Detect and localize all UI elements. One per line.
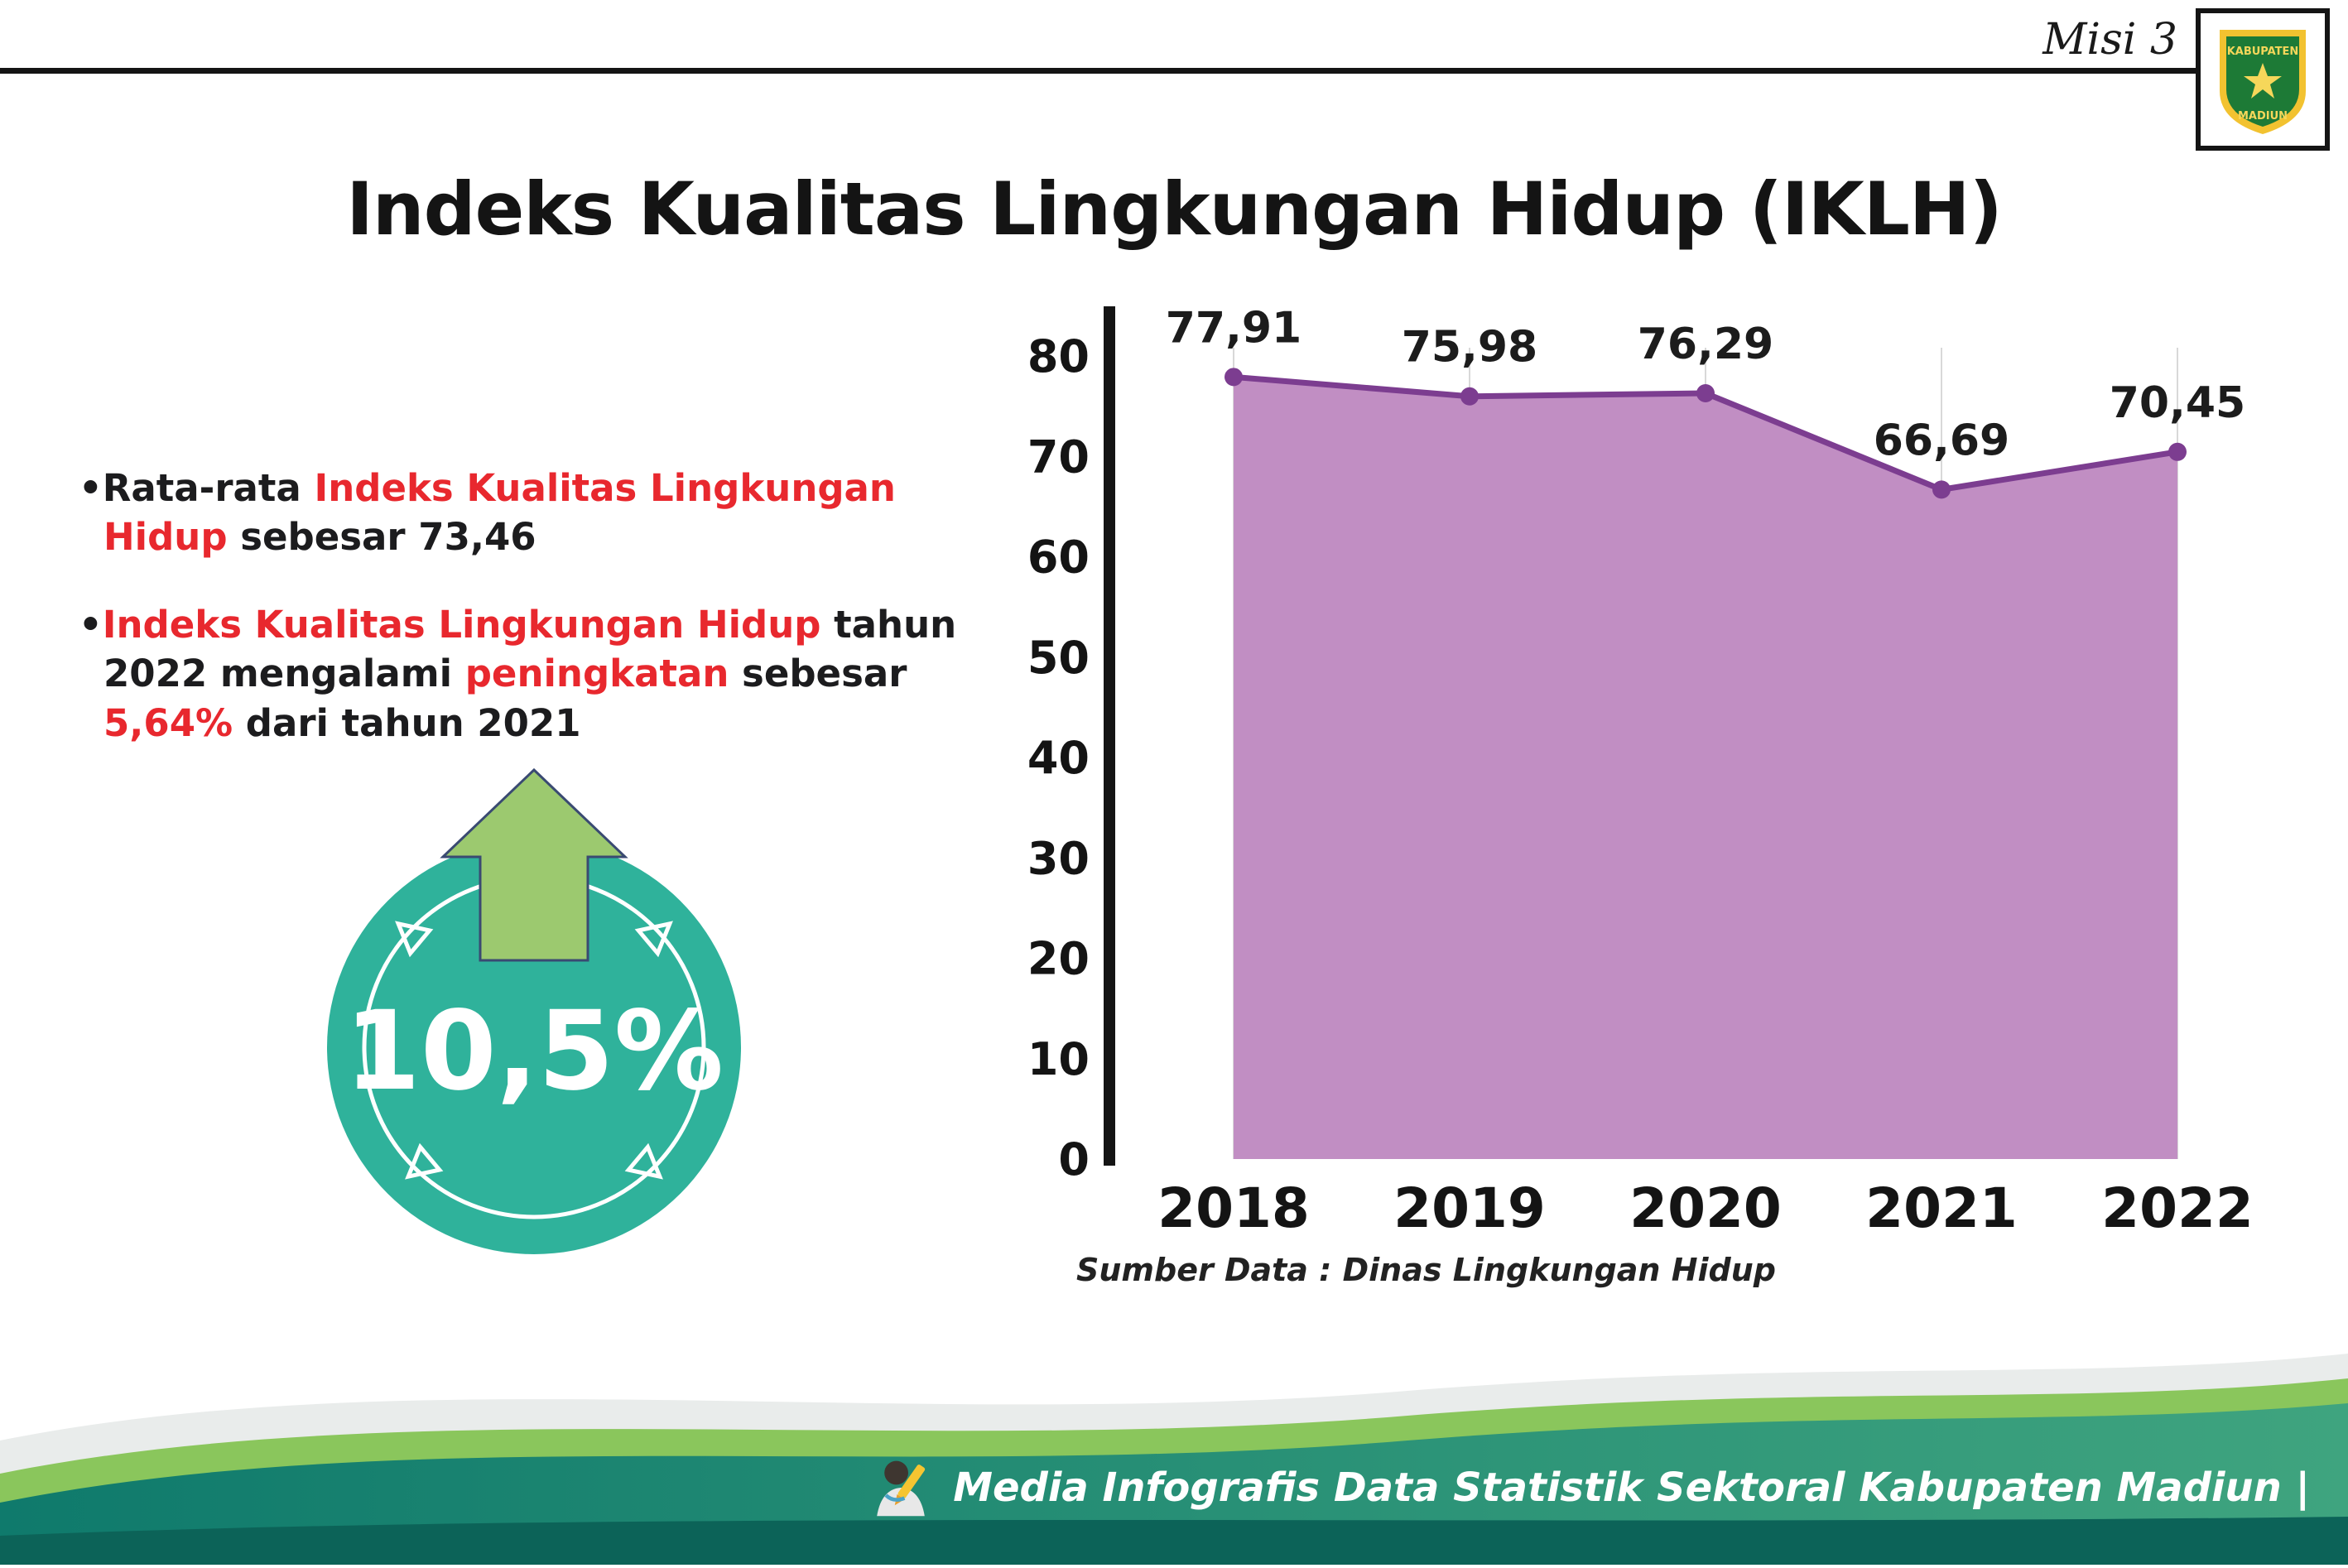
- bullet-text-segment: Indeks Kualitas Lingkungan Hidup: [102, 602, 821, 647]
- chart-y-axis: [1104, 306, 1115, 1166]
- data-point: [1225, 368, 1243, 387]
- crest-top-text: KABUPATEN: [2227, 46, 2299, 58]
- value-label: 76,29: [1638, 320, 1773, 369]
- kabupaten-madiun-crest: KABUPATEN MADIUN: [2220, 30, 2306, 134]
- bullet-text-segment: Indeks Kualitas Lingkungan Hidup: [103, 466, 896, 560]
- iklh-chart-container: 0 10 20 30 40 50 60 70 80 77,91 75,98 76,29 66,69 70…: [1027, 273, 2269, 1308]
- area-fill: [1234, 377, 2177, 1159]
- badge-triangle-icon: [624, 1142, 663, 1180]
- y-tick-label: 10: [1027, 1033, 1090, 1085]
- mascot-icon: [877, 1460, 926, 1517]
- y-tick-label: 30: [1027, 832, 1090, 884]
- x-tick-label: 2022: [2101, 1176, 2254, 1240]
- y-tick-label: 80: [1027, 330, 1090, 382]
- chart-points: [1225, 368, 2187, 499]
- badge-triangle-icon: [634, 921, 673, 958]
- chart-value-labels: 77,91 75,98 76,29 66,69 70,45: [1166, 303, 2245, 465]
- crest-bottom-text: MADIUN: [2238, 110, 2288, 123]
- bullet-text-segment: sebesar 73,46: [227, 515, 536, 560]
- x-tick-label: 2019: [1393, 1176, 1546, 1240]
- bullet-item: •Indeks Kualitas Lingkungan Hidup tahun …: [79, 600, 977, 748]
- footer-wave-dark: [0, 1517, 2348, 1565]
- misi-label: Misi 3: [2042, 15, 2177, 65]
- y-tick-label: 60: [1027, 531, 1090, 584]
- bullet-text-segment: tahun 2022 mengalami: [103, 602, 957, 696]
- value-label: 75,98: [1402, 323, 1537, 373]
- bullet-marker: •: [79, 466, 103, 510]
- crest-star-icon: [2244, 63, 2282, 99]
- bullet-text-segment: sebesar: [729, 652, 907, 696]
- bullet-text-segment: 5,64%: [103, 700, 233, 745]
- kabupaten-madiun-logo: KABUPATEN MADIUN: [2196, 8, 2330, 151]
- footer-waves: [0, 1354, 2348, 1565]
- footer-caption: Media Infografis Data Statistik Sektoral…: [864, 1450, 2310, 1525]
- bullet-item: •Rata-rata Indeks Kualitas Lingkungan Hi…: [79, 464, 977, 562]
- data-point: [2168, 442, 2187, 461]
- y-tick-label: 0: [1058, 1133, 1090, 1186]
- badge-circle: [327, 840, 741, 1254]
- footer-caption-text: Media Infografis Data Statistik Sektoral…: [953, 1465, 2310, 1511]
- badge-triangle-icon: [395, 921, 434, 958]
- data-point: [1460, 387, 1479, 406]
- footer: [0, 1333, 2348, 1565]
- badge-triangle-icon: [405, 1142, 444, 1180]
- source-note: Sumber Data : Dinas Lingkungan Hidup: [1076, 1252, 1776, 1288]
- header-rule: [0, 68, 2196, 74]
- chart-x-labels: 2018 2019 2020 2021 2022: [1157, 1176, 2254, 1240]
- value-label: 70,45: [2110, 378, 2245, 428]
- badge-value: 10,5%: [344, 988, 724, 1115]
- iklh-chart: 0 10 20 30 40 50 60 70 80 77,91 75,98 76,29 66,69 70…: [1027, 303, 2254, 1240]
- data-point: [1696, 383, 1715, 402]
- bullet-text-segment: dari tahun 2021: [233, 700, 581, 745]
- y-tick-label: 50: [1027, 632, 1090, 684]
- value-label: 77,91: [1166, 303, 1302, 353]
- x-tick-label: 2020: [1629, 1176, 1782, 1240]
- chart-yticks: 0 10 20 30 40 50 60 70 80: [1027, 330, 1090, 1186]
- chart-area: [1234, 377, 2177, 1159]
- x-tick-label: 2018: [1157, 1176, 1310, 1240]
- data-point: [1932, 480, 1951, 499]
- page-title: Indeks Kualitas Lingkungan Hidup (IKLH): [346, 166, 2003, 252]
- bullet-list: •Rata-rata Indeks Kualitas Lingkungan Hi…: [79, 464, 977, 786]
- y-tick-label: 70: [1027, 430, 1090, 483]
- x-tick-label: 2021: [1865, 1176, 2018, 1240]
- value-label: 66,69: [1874, 416, 2009, 465]
- bullet-text-segment: peningkatan: [464, 652, 729, 696]
- y-tick-label: 20: [1027, 933, 1090, 985]
- increase-badge: 10,5%: [315, 758, 753, 1271]
- bullet-marker: •: [79, 602, 103, 647]
- up-arrow-icon: [440, 767, 628, 962]
- bullet-text-segment: Rata-rata: [102, 466, 315, 510]
- y-tick-label: 40: [1027, 732, 1090, 784]
